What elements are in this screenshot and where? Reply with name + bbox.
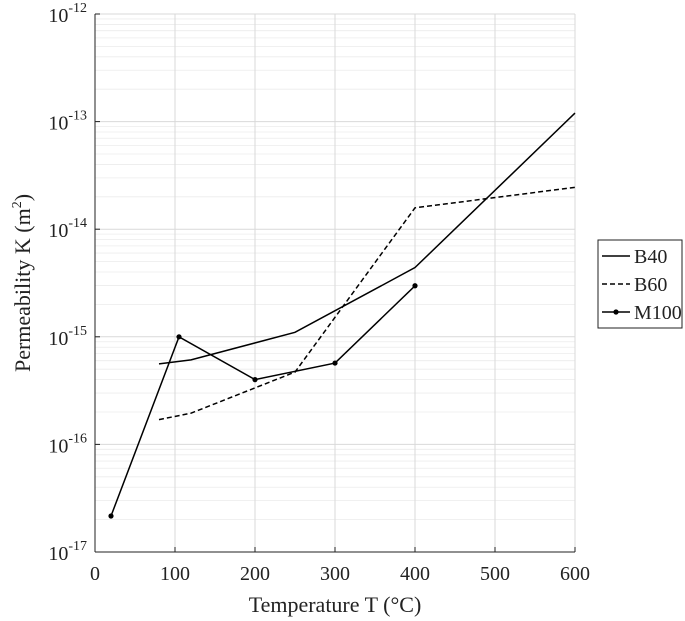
y-tick-base: 10 [48, 220, 68, 242]
y-tick-base: 10 [48, 328, 68, 350]
point [252, 377, 258, 383]
y-tick-label: 10-15 [48, 324, 87, 350]
point [412, 283, 418, 289]
x-tick-label: 500 [480, 563, 510, 585]
y-tick-exponent: -17 [68, 539, 87, 554]
y-tick-exponent: -13 [68, 109, 87, 124]
y-tick-label: 10-13 [48, 109, 87, 135]
y-tick-label: 10-16 [48, 431, 87, 457]
y-axis-label-close: ) [10, 194, 35, 201]
series-line [110, 285, 416, 517]
y-tick-base: 10 [48, 113, 68, 135]
y-tick-exponent: -16 [68, 431, 87, 446]
legend-label: B60 [634, 274, 667, 296]
y-tick-base: 10 [48, 5, 68, 27]
y-axis-label: Permeability K (m2) [10, 194, 35, 372]
legend-label: M100 [634, 302, 682, 324]
x-tick-label: 100 [160, 563, 190, 585]
y-tick-base: 10 [48, 543, 68, 565]
y-tick-label: 10-17 [48, 539, 87, 565]
y-tick-label: 10-14 [48, 216, 87, 242]
point [108, 513, 114, 519]
legend-label: B40 [634, 246, 667, 268]
x-tick-label: 600 [560, 563, 590, 585]
point [176, 334, 182, 340]
legend-marker [613, 309, 619, 315]
y-tick-exponent: -12 [68, 1, 87, 16]
y-axis-label-superscript: 2 [10, 201, 25, 208]
x-tick-label: 400 [400, 563, 430, 585]
y-tick-base: 10 [48, 435, 68, 457]
point [332, 360, 338, 366]
x-tick-label: 300 [320, 563, 350, 585]
series-line [158, 112, 576, 365]
x-tick-label: 200 [240, 563, 270, 585]
x-axis-label: Temperature T (°C) [249, 592, 422, 617]
y-tick-label: 10-12 [48, 1, 87, 27]
x-tick-label: 0 [90, 563, 100, 585]
y-tick-exponent: -15 [68, 324, 87, 339]
y-axis-label-text: Permeability K (m [10, 208, 35, 372]
series-line [158, 186, 576, 421]
y-tick-exponent: -14 [68, 216, 87, 231]
